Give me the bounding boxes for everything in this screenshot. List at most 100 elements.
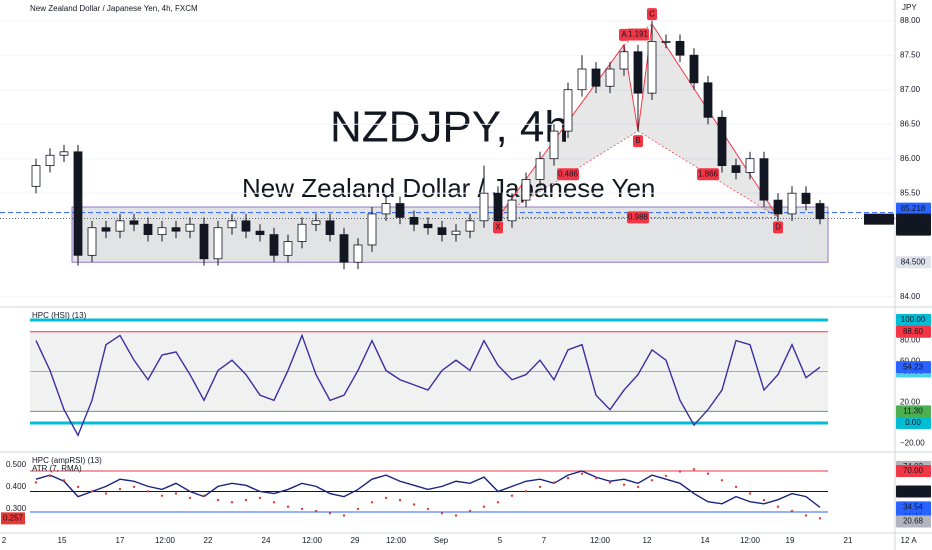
price-badge-label: 50.00	[903, 487, 924, 496]
candle-body	[535, 158, 545, 180]
atr-dot	[650, 479, 654, 482]
pattern-point-badge	[647, 8, 657, 21]
x-tick-label: Sep	[434, 536, 449, 545]
price-badge-label: 85.218	[901, 204, 926, 213]
atr-dot	[384, 496, 388, 500]
atr-dot	[230, 501, 234, 504]
candle-body	[479, 192, 489, 222]
atr-dot	[118, 487, 122, 491]
candle-body	[381, 203, 391, 215]
candle-body	[31, 165, 41, 187]
x-tick-label: A	[911, 536, 917, 545]
candle-body	[731, 165, 741, 173]
price-badge	[896, 213, 931, 236]
atr-dot	[468, 509, 472, 513]
y2-tick-label: 0.500	[6, 460, 27, 469]
atr-dot	[524, 490, 528, 493]
price-badge-label: 84.500	[901, 257, 926, 266]
atr-dot	[48, 474, 52, 478]
candle-body	[199, 223, 209, 260]
candle-body	[129, 220, 139, 225]
candle-body	[353, 244, 363, 263]
price-badge	[896, 417, 931, 430]
atr-dot	[174, 492, 178, 495]
candle-body	[773, 199, 783, 215]
x-tick-label: 14	[701, 536, 710, 545]
candle-body	[577, 68, 587, 91]
atr-dot	[594, 476, 598, 480]
atr-dot	[202, 494, 206, 497]
x-tick-label: 12:00	[386, 536, 407, 545]
x-tick-label: 29	[351, 536, 360, 545]
atr-dot	[216, 498, 220, 502]
atr-dot	[160, 494, 164, 497]
atr-dot	[804, 514, 808, 517]
price-badge-label: 85.131	[901, 215, 926, 224]
pattern-ratio-badge	[627, 28, 649, 41]
pattern-ratio-line	[637, 130, 779, 218]
x-tick-label: 19	[786, 536, 795, 545]
x-tick-label: 12:00	[590, 536, 611, 545]
atr-dot	[790, 509, 794, 513]
candle-body	[465, 220, 475, 232]
x-tick-label: 15	[58, 536, 67, 545]
candle-body	[507, 199, 517, 222]
candle-body	[339, 234, 349, 263]
candle-body	[143, 223, 153, 236]
y-tick-label: 86.50	[900, 119, 921, 128]
pattern-ratio: 1.191	[628, 30, 649, 39]
y-tick-label: 85.50	[900, 188, 921, 197]
x-tick-label: 21	[844, 536, 853, 545]
x-tick-label: 2	[2, 536, 7, 545]
x-tick-label: 12:00	[302, 536, 323, 545]
atr-dot	[608, 481, 612, 484]
candle-body	[703, 82, 713, 118]
atr-dot	[398, 498, 402, 502]
price-badge-label: 100.00	[901, 315, 926, 324]
pattern-point-badge	[493, 221, 503, 234]
candle-body	[409, 216, 419, 225]
candle-body	[115, 220, 125, 232]
pattern-point-label: D	[775, 222, 781, 231]
candle-body	[717, 116, 727, 167]
atr-dot	[370, 501, 374, 504]
atr-dot	[776, 505, 780, 508]
symbol-tag-label: NZDJPY	[865, 217, 893, 224]
atr-dot	[454, 514, 458, 517]
candle-body	[675, 41, 685, 56]
pattern-ratio-line	[497, 130, 639, 218]
x-tick-label: 12:00	[155, 536, 176, 545]
x-tick-label: 5	[498, 536, 503, 545]
candle-body	[661, 41, 671, 43]
pattern-leg	[651, 23, 779, 218]
atr-dot	[34, 481, 38, 484]
atr-dot	[62, 479, 66, 482]
pattern-point-badge	[773, 221, 783, 234]
candle-body	[815, 203, 825, 220]
atr-dot	[622, 483, 626, 486]
atr-dot	[510, 494, 514, 497]
price-badge-label: 88.60	[903, 327, 924, 336]
price-badge	[896, 256, 931, 269]
candle-body	[101, 227, 111, 232]
pattern-ratio-badge	[557, 168, 579, 181]
chart-title: New Zealand Dollar / Japanese Yen, 4h, F…	[30, 4, 198, 13]
countdown: 01:46:01	[897, 225, 929, 234]
candle-body	[87, 227, 97, 256]
candle-body	[185, 223, 195, 232]
candle-body	[227, 220, 237, 229]
price-badge	[896, 325, 931, 338]
atr-dot	[188, 496, 192, 500]
candle-body	[59, 151, 69, 156]
pattern-ratio: 0.486	[558, 169, 579, 178]
atr-dot	[104, 492, 108, 495]
x-tick-label: 12:00	[740, 536, 761, 545]
candle-body	[213, 227, 223, 260]
pattern-point-label: A	[621, 30, 627, 39]
pattern-point-badge	[633, 135, 643, 148]
indicator-line	[35, 470, 821, 508]
atr-dot	[692, 468, 696, 471]
pattern-point-label: X	[495, 222, 501, 231]
